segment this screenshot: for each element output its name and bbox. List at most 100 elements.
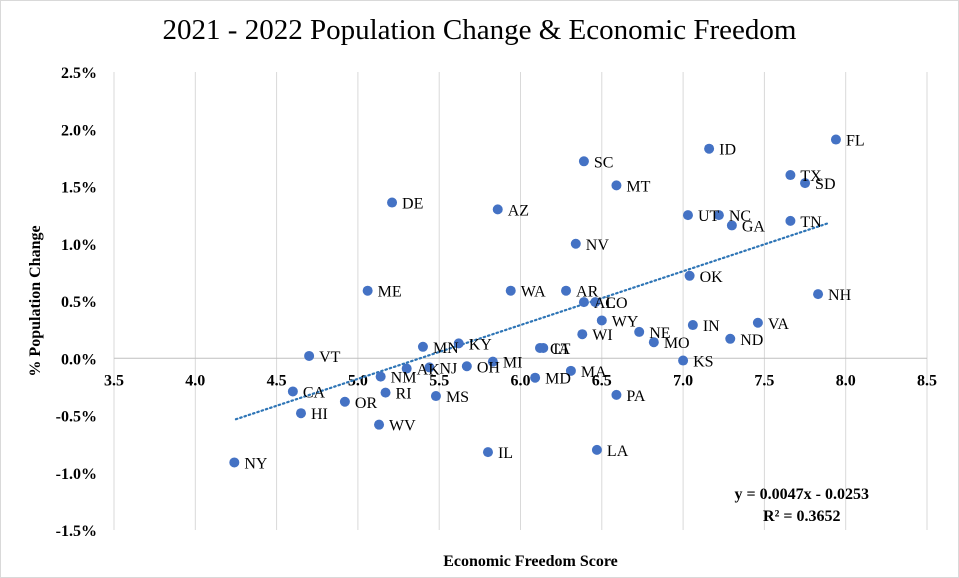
data-point-ny (229, 457, 240, 468)
data-point-la (591, 444, 602, 455)
data-point-wa (505, 285, 516, 296)
data-points (229, 134, 841, 468)
point-label-de: DE (402, 196, 423, 213)
point-label-mo: MO (664, 335, 690, 352)
point-label-tn: TN (800, 214, 822, 231)
point-label-va: VA (768, 316, 789, 333)
data-point-co (590, 297, 601, 308)
data-point-ca (287, 386, 298, 397)
x-tick-label: 6.0 (511, 372, 531, 389)
x-tick-label: 4.5 (267, 372, 287, 389)
point-label-ok: OK (700, 269, 724, 286)
point-label-wy: WY (612, 313, 639, 330)
point-label-mn: MN (433, 340, 459, 357)
data-point-mn (417, 341, 428, 352)
data-point-wi (577, 329, 588, 340)
data-point-tn (785, 215, 796, 226)
y-tick-label: 1.5% (61, 180, 97, 197)
point-label-il: IL (498, 445, 513, 462)
chart-title: 2021 - 2022 Population Change & Economic… (162, 14, 797, 46)
point-label-ak: AK (417, 362, 441, 379)
y-axis-title: % Population Change (27, 225, 44, 376)
point-label-nc: NC (729, 208, 751, 225)
point-label-co: CO (605, 295, 627, 312)
data-point-sc (578, 156, 589, 167)
data-point-wy (596, 315, 607, 326)
point-label-ri: RI (396, 386, 412, 403)
grid-lines (113, 72, 928, 530)
y-tick-label: 0.5% (61, 294, 97, 311)
data-point-ok (684, 270, 695, 281)
data-point-sd (800, 178, 811, 189)
y-tick-label: 2.5% (61, 65, 97, 82)
data-point-ms (430, 391, 441, 402)
data-point-nv (570, 238, 581, 249)
point-label-al: AL (594, 295, 615, 312)
point-label-ky: KY (469, 336, 493, 353)
data-point-il (482, 447, 493, 458)
point-label-la: LA (607, 443, 629, 460)
point-label-id: ID (719, 142, 736, 159)
data-point-al (578, 297, 589, 308)
data-point-ga (726, 220, 737, 231)
point-label-vt: VT (319, 349, 341, 366)
x-tick-label: 7.5 (754, 372, 774, 389)
y-tick-labels: 2.5% 2.0% 1.5% 1.0% 0.5% 0.0% -0.5% -1.0% -1.5% (56, 65, 97, 540)
x-tick-labels: 3.5 4.0 4.5 5.0 5.5 6.0 6.5 7.0 7.5 8.0 8.5 (104, 372, 937, 389)
point-label-ca: CA (303, 384, 326, 401)
point-label-sd: SD (815, 176, 835, 193)
x-tick-label: 8.0 (836, 372, 856, 389)
point-label-me: ME (378, 284, 402, 301)
point-label-ks: KS (693, 354, 713, 371)
point-label-ne: NE (649, 325, 670, 342)
data-point-ar (561, 285, 572, 296)
point-label-nd: ND (740, 332, 763, 349)
point-label-ny: NY (244, 455, 268, 472)
data-point-ma (565, 365, 576, 376)
point-label-wi: WI (592, 327, 612, 344)
data-point-mo (648, 337, 659, 348)
point-label-ma: MA (581, 364, 607, 381)
data-point-ia (538, 342, 549, 353)
point-label-ar: AR (576, 284, 599, 301)
data-point-in (687, 320, 698, 331)
point-label-hi: HI (311, 406, 328, 423)
data-point-nh (813, 289, 824, 300)
data-point-tx (785, 170, 796, 181)
data-point-md (530, 372, 541, 383)
trendline (234, 221, 831, 421)
point-label-ia: IA (553, 341, 570, 358)
x-axis-title: Economic Freedom Score (443, 553, 617, 570)
point-label-nj: NJ (439, 360, 457, 377)
data-point-nj (424, 362, 435, 373)
y-tick-label: -1.5% (56, 523, 97, 540)
point-label-nv: NV (586, 237, 610, 254)
point-label-sc: SC (594, 154, 614, 171)
data-point-ut (682, 210, 693, 221)
point-label-ms: MS (446, 389, 469, 406)
y-tick-label: 2.0% (61, 122, 97, 139)
point-label-md: MD (545, 371, 571, 388)
point-label-ut: UT (698, 208, 720, 225)
data-point-ne (634, 326, 645, 337)
y-tick-label: -1.0% (56, 466, 97, 483)
data-point-vt (304, 350, 315, 361)
point-label-mt: MT (626, 178, 650, 195)
data-point-mi (487, 356, 498, 367)
data-point-ak (401, 363, 412, 374)
data-point-mt (611, 180, 622, 191)
data-point-oh (461, 361, 472, 372)
data-point-id (704, 143, 715, 154)
point-label-or: OR (355, 395, 378, 412)
data-point-va (752, 317, 763, 328)
y-tick-label: 0.0% (61, 351, 97, 368)
y-tick-label: -0.5% (56, 409, 97, 426)
data-point-ky (453, 338, 464, 349)
point-label-in: IN (703, 318, 720, 335)
regression-equation: y = 0.0047x - 0.0253 (734, 486, 869, 503)
point-label-wv: WV (389, 418, 416, 435)
regression-box: y = 0.0047x - 0.0253 R² = 0.3652 (735, 484, 869, 528)
